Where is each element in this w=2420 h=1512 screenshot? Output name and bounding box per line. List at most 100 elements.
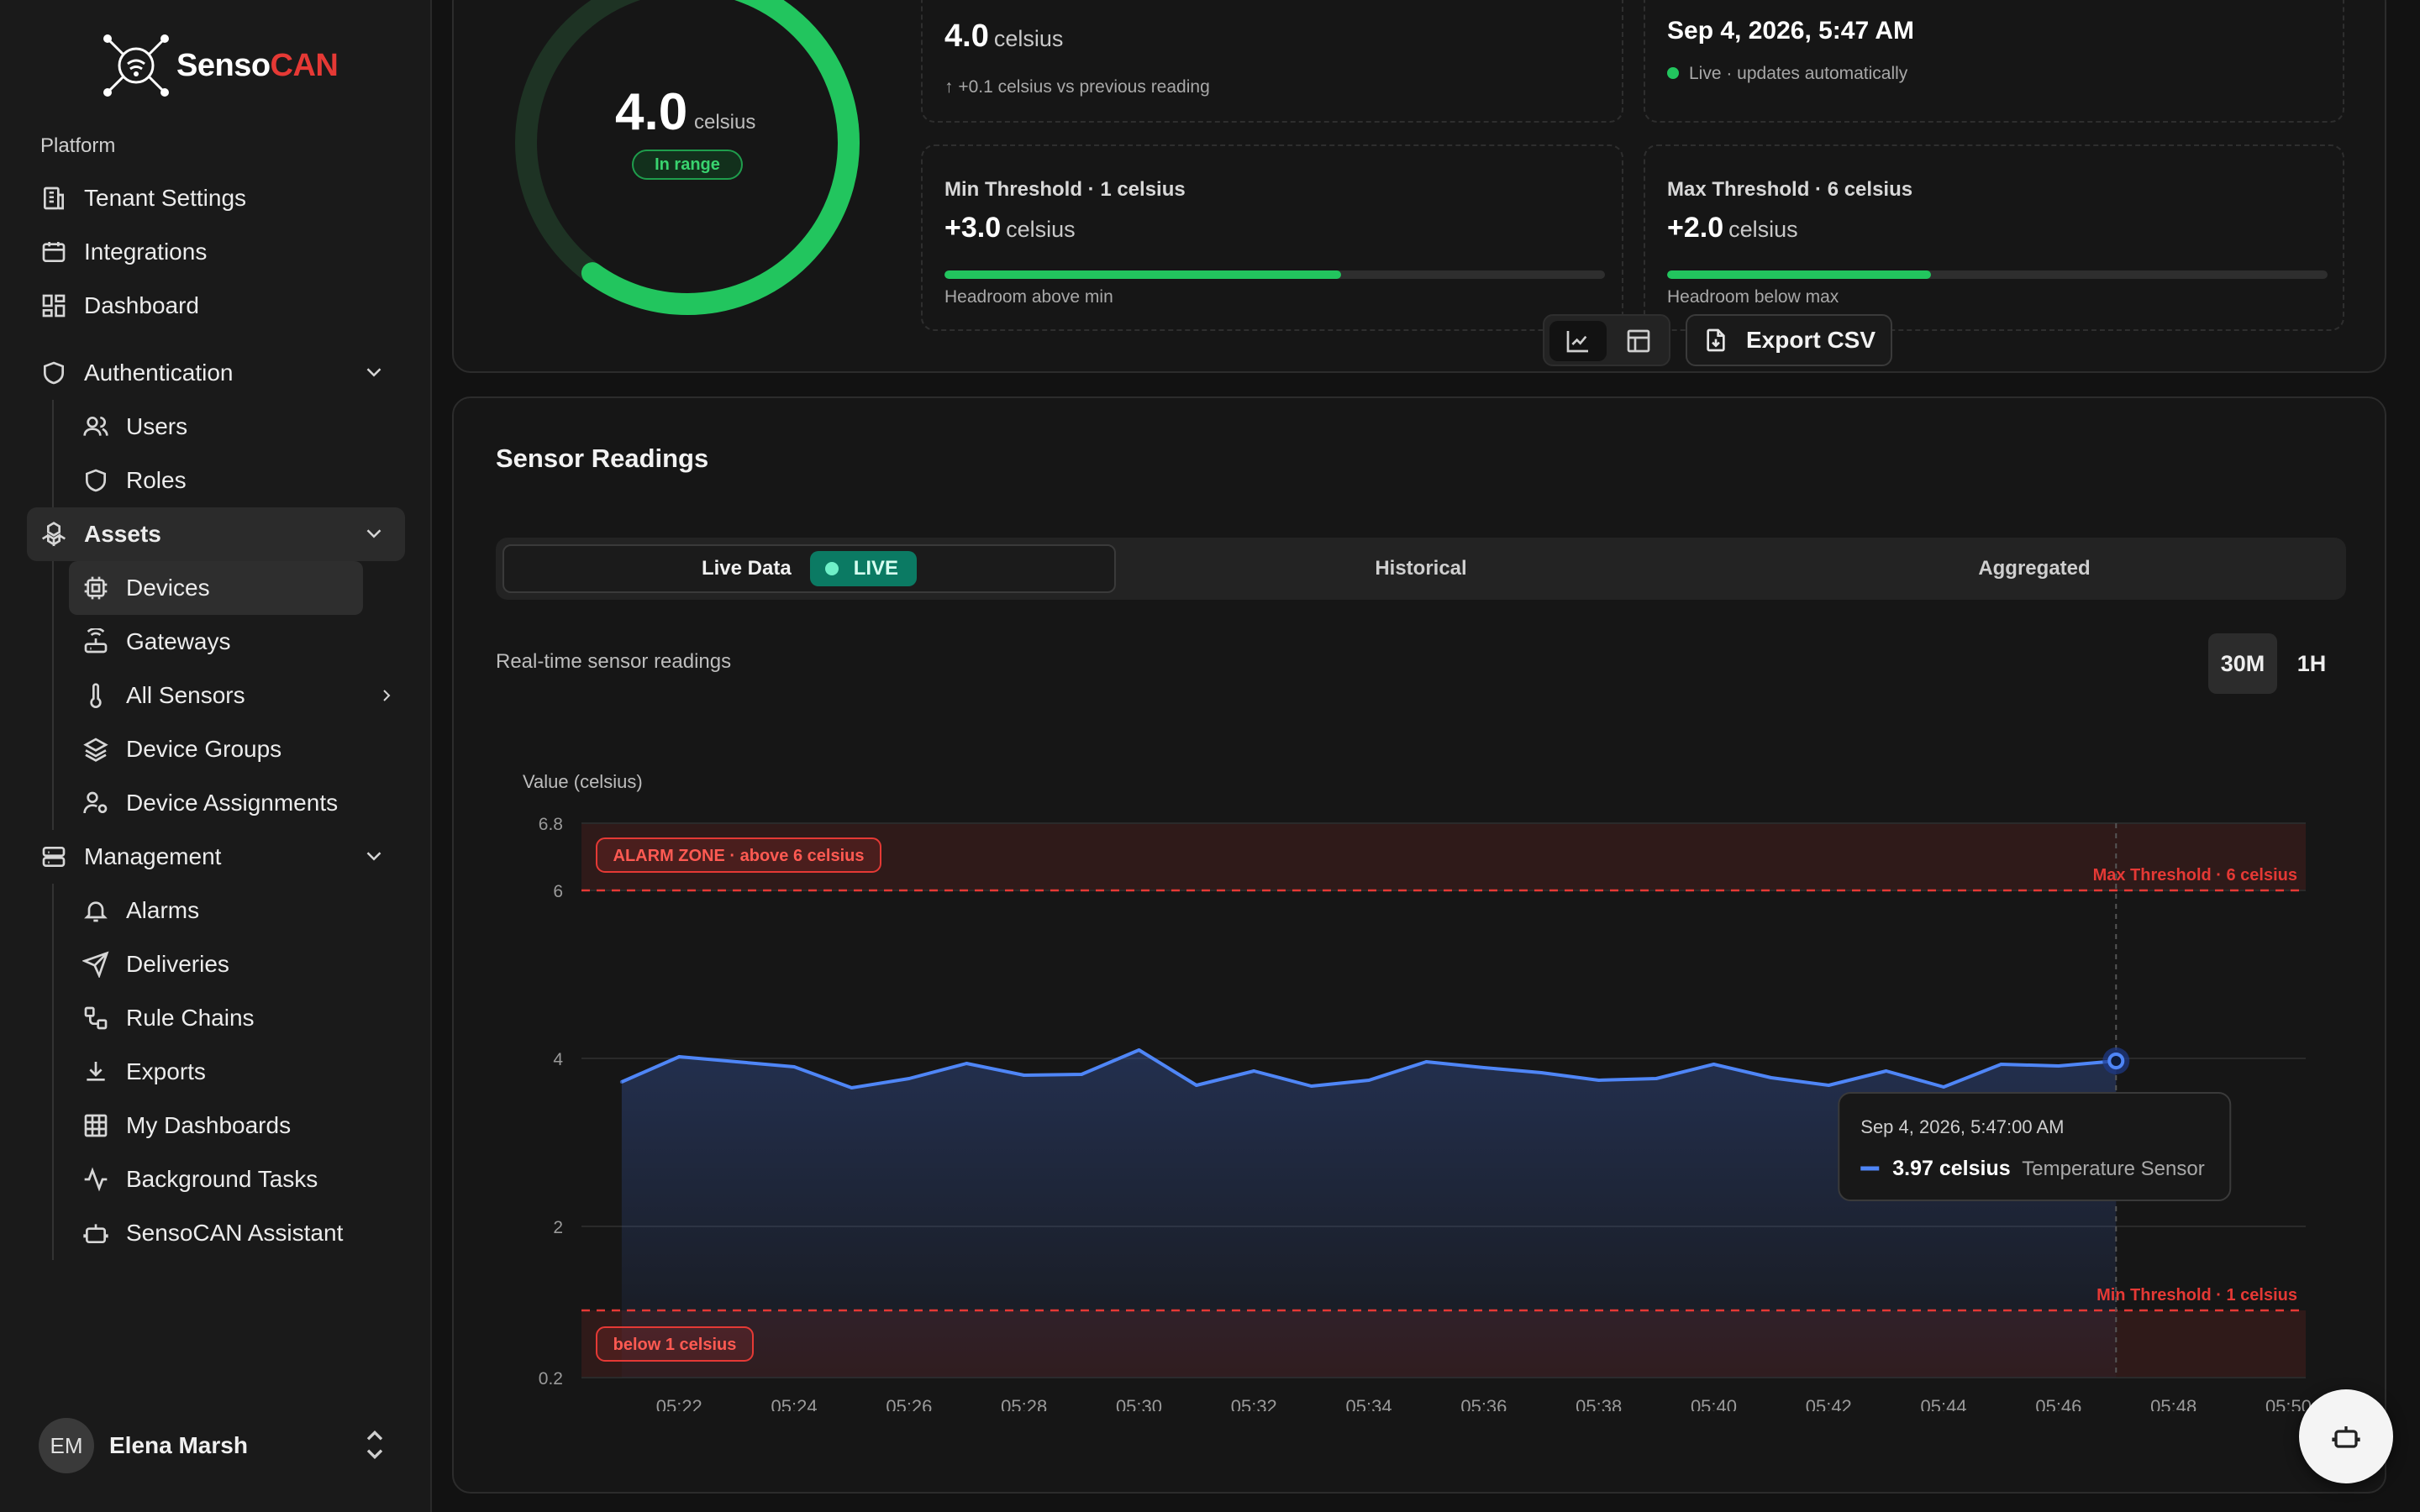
max-threshold-card: Max Threshold · 6 celsius +2.0 celsius He… xyxy=(1644,144,2344,331)
x-tick-label: 05:44 xyxy=(1921,1396,1967,1411)
data-point xyxy=(1597,1079,1601,1082)
min-headroom-value: +3.0 celsius xyxy=(944,212,1076,244)
management-subitems: Alarms Deliveries Rule Chains Exports My… xyxy=(52,884,405,1260)
live-dot-icon xyxy=(824,562,839,575)
sidebar-nav: Tenant Settings Integrations Dashboard A… xyxy=(27,171,405,1260)
chevrons-up-down-icon[interactable] xyxy=(361,1428,388,1462)
export-csv-button[interactable]: Export CSV xyxy=(1686,314,1892,366)
y-tick-label: 6.8 xyxy=(539,815,563,834)
live-dot-icon xyxy=(1667,67,1679,79)
table-icon xyxy=(84,1114,108,1137)
data-point xyxy=(1022,1074,1026,1077)
x-tick-label: 05:26 xyxy=(886,1396,932,1411)
data-point xyxy=(1539,1071,1544,1074)
delta-text: ↑ +0.1 celsius vs previous reading xyxy=(944,77,1210,97)
data-point xyxy=(1080,1073,1084,1076)
assets-subitems: Devices Gateways All Sensors Device Grou… xyxy=(52,561,405,830)
shield-icon xyxy=(44,361,64,385)
sidebar-item-alarms[interactable]: Alarms xyxy=(69,884,405,937)
x-tick-label: 05:30 xyxy=(1116,1396,1162,1411)
chart-view-toggle xyxy=(1543,314,1670,366)
min-headroom-bar xyxy=(944,270,1605,279)
sidebar-item-devices[interactable]: Devices xyxy=(69,561,363,615)
line-view-button[interactable] xyxy=(1549,321,1607,361)
sidebar-item-dashboard[interactable]: Dashboard xyxy=(27,279,405,333)
sidebar-item-users[interactable]: Users xyxy=(69,400,405,454)
data-point xyxy=(1999,1063,2003,1066)
min-headroom-fill xyxy=(944,270,1341,279)
boxes-icon xyxy=(41,522,66,547)
sidebar-group-authentication[interactable]: Authentication xyxy=(27,346,405,400)
sidebar-item-sensocan-assistant[interactable]: SensoCAN Assistant xyxy=(69,1206,405,1260)
sidebar-item-device-assignments[interactable]: Device Assignments xyxy=(69,776,405,830)
sidebar-item-all-sensors[interactable]: All Sensors xyxy=(69,669,405,722)
sidebar-item-rule-chains[interactable]: Rule Chains xyxy=(69,991,405,1045)
x-tick-label: 05:22 xyxy=(656,1396,702,1411)
range-30m-button[interactable]: 30M xyxy=(2208,633,2277,694)
status-badge: In range xyxy=(632,150,743,180)
sidebar-item-roles[interactable]: Roles xyxy=(69,454,405,507)
gauge-fill-arc xyxy=(515,0,860,315)
grid-icon xyxy=(42,294,66,318)
tab-historical[interactable]: Historical xyxy=(1375,557,1467,580)
sidebar-item-integrations[interactable]: Integrations xyxy=(27,225,405,279)
data-point xyxy=(965,1062,969,1065)
x-tick-label: 05:38 xyxy=(1576,1396,1622,1411)
sidebar-item-gateways[interactable]: Gateways xyxy=(69,615,405,669)
live-status: Live · updates automatically xyxy=(1667,64,1907,84)
server-icon xyxy=(42,847,66,867)
sidebar-item-my-dashboards[interactable]: My Dashboards xyxy=(69,1099,405,1152)
range-1h-button[interactable]: 1H xyxy=(2296,650,2327,676)
send-icon xyxy=(82,951,109,978)
low-zone-label: below 1 celsius xyxy=(613,1336,737,1354)
data-point xyxy=(1884,1069,1888,1073)
max-headroom-bar xyxy=(1667,270,2328,279)
chart-subtitle: Real-time sensor readings xyxy=(496,650,732,673)
table-view-button[interactable] xyxy=(1610,321,1667,361)
assistant-fab-button[interactable] xyxy=(2299,1389,2393,1483)
y-axis-label: Value (celsius) xyxy=(523,773,643,792)
sensor-line-chart[interactable]: 6.8 6 4 2 0.2 Value (celsius) 05:22 05:24 05:26 0… xyxy=(504,773,2336,1411)
logo-icon xyxy=(103,34,169,97)
sidebar-item-exports[interactable]: Exports xyxy=(69,1045,405,1099)
user-name: Elena Marsh xyxy=(109,1432,248,1458)
workflow-icon xyxy=(84,1006,108,1030)
layers-icon xyxy=(83,738,108,762)
min-threshold-card: Min Threshold · 1 celsius +3.0 celsius He… xyxy=(921,144,1623,331)
alarm-zone-label: ALARM ZONE · above 6 celsius xyxy=(613,847,865,865)
max-headroom-value: +2.0 celsius xyxy=(1667,212,1798,244)
min-threshold-title: Min Threshold · 1 celsius xyxy=(944,178,1186,201)
current-value: 4.0 celsius xyxy=(944,18,1064,54)
x-tick-label: 05:48 xyxy=(2150,1396,2196,1411)
bot-icon xyxy=(83,1224,108,1243)
alarm-zone-band xyxy=(581,823,2306,890)
data-point xyxy=(1712,1063,1716,1066)
data-point xyxy=(792,1065,797,1068)
tab-live-data[interactable]: Live Data LIVE xyxy=(502,544,1116,593)
data-point xyxy=(734,1060,739,1063)
y-tick-label: 0.2 xyxy=(539,1369,563,1389)
data-point xyxy=(1309,1084,1313,1088)
x-tick-label: 05:28 xyxy=(1001,1396,1047,1411)
gauge-value: 4.0 xyxy=(615,83,688,141)
sidebar-group-assets[interactable]: Assets xyxy=(27,507,405,561)
tooltip-box xyxy=(1838,1092,2232,1201)
sidebar-item-device-groups[interactable]: Device Groups xyxy=(69,722,405,776)
x-tick-label: 05:36 xyxy=(1460,1396,1507,1411)
active-point xyxy=(2107,1053,2125,1069)
data-point xyxy=(619,1080,623,1084)
time-range-selector: 30M 1H xyxy=(2208,633,2346,694)
gauge-ring xyxy=(515,0,860,315)
tooltip-time: Sep 4, 2026, 5:47:00 AM xyxy=(1860,1116,2064,1137)
sidebar-group-management[interactable]: Management xyxy=(27,830,405,884)
brand-logo[interactable]: SensoCAN xyxy=(101,32,339,99)
data-point xyxy=(1655,1077,1659,1080)
data-point xyxy=(2056,1064,2060,1068)
sidebar-item-deliveries[interactable]: Deliveries xyxy=(69,937,405,991)
sidebar-item-tenant-settings[interactable]: Tenant Settings xyxy=(27,171,405,225)
data-point xyxy=(907,1077,911,1080)
sidebar-item-background-tasks[interactable]: Background Tasks xyxy=(69,1152,405,1206)
data-point xyxy=(1252,1069,1256,1073)
tab-aggregated[interactable]: Aggregated xyxy=(1978,557,2091,580)
user-profile[interactable]: EM Elena Marsh xyxy=(39,1418,248,1473)
